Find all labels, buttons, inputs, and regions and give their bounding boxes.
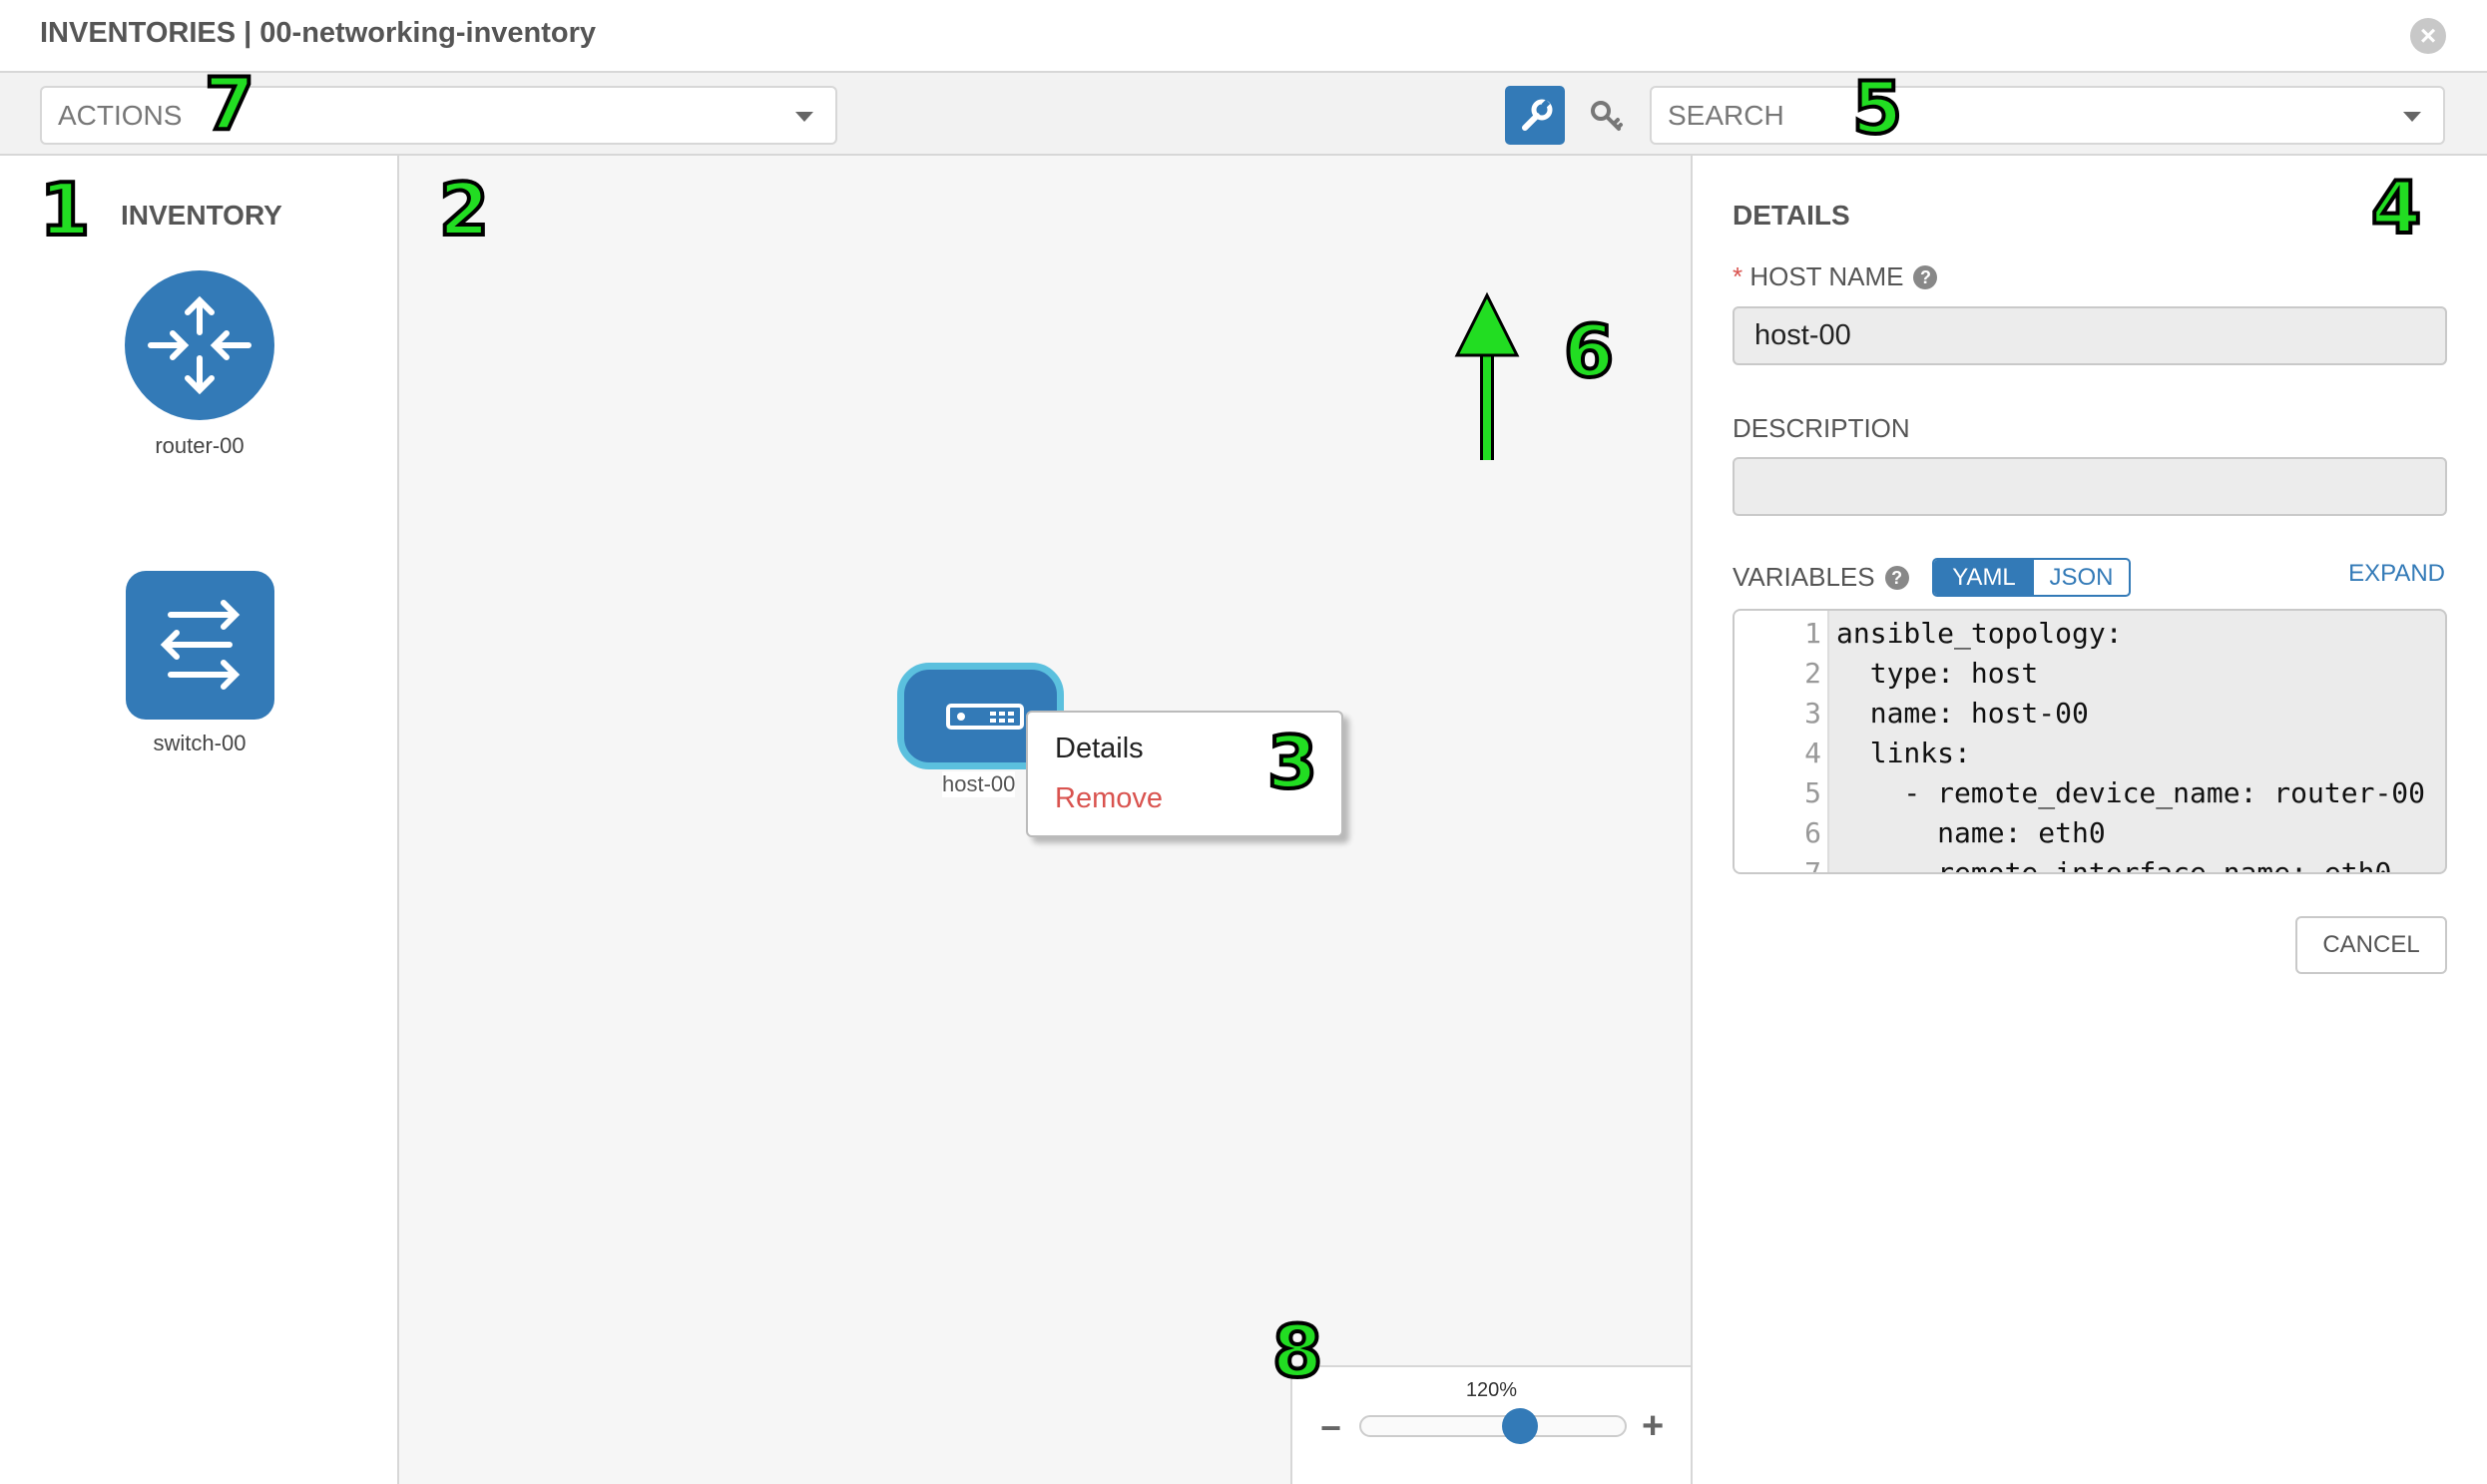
inventory-toolbox: INVENTORY router-00 switch-00 (0, 156, 399, 1484)
format-toggle: YAML JSON (1932, 558, 2131, 597)
line-number: 3 (1804, 697, 1821, 730)
variables-label-text: VARIABLES (1733, 562, 1875, 592)
line-number: 2 (1804, 657, 1821, 690)
host-name-label-text: HOST NAME (1749, 261, 1904, 291)
help-icon[interactable]: ? (1884, 566, 1909, 590)
annotation-3: 3 (1265, 719, 1319, 806)
line-number: 7 (1804, 856, 1821, 874)
code-line: name: host-00 (1836, 697, 2089, 730)
code-line: type: host (1836, 657, 2039, 690)
description-input[interactable] (1733, 457, 2447, 516)
router-label: router-00 (155, 433, 245, 458)
close-icon[interactable]: × (2410, 18, 2446, 54)
chevron-down-icon (2403, 112, 2421, 122)
toolbar: ACTIONS SEARCH (0, 73, 2487, 156)
router-icon (148, 295, 251, 395)
wrench-icon (1522, 99, 1553, 131)
annotation-2: 2 (437, 166, 491, 253)
menu-item-details[interactable]: Details (1055, 733, 1144, 764)
expand-link[interactable]: EXPAND (2348, 560, 2445, 587)
search-placeholder: SEARCH (1668, 100, 1784, 131)
chevron-down-icon (795, 112, 813, 122)
description-label: DESCRIPTION (1733, 413, 1910, 443)
switch-icon (160, 600, 241, 690)
key-icon (1591, 101, 1623, 131)
switch-item[interactable] (126, 571, 274, 720)
annotation-8: 8 (1270, 1307, 1324, 1395)
zoom-slider[interactable] (1359, 1415, 1627, 1437)
json-toggle[interactable]: JSON (2049, 564, 2114, 591)
details-heading: DETAILS (1733, 200, 1850, 231)
search-dropdown[interactable]: SEARCH (1650, 86, 2445, 145)
host-icon (946, 704, 1024, 730)
zoom-control: 120% − + (1290, 1365, 1691, 1484)
code-line: ansible_topology: (1836, 617, 2123, 650)
zoom-slider-thumb[interactable] (1502, 1408, 1538, 1444)
line-number: 4 (1804, 737, 1821, 769)
header: INVENTORIES | 00-networking-inventory × (0, 0, 2487, 73)
variables-label: VARIABLES? (1733, 562, 1909, 593)
code-line: remote_interface_name: eth0 (1836, 856, 2392, 874)
annotation-6: 6 (1562, 307, 1616, 395)
inventory-heading: INVENTORY (121, 200, 282, 231)
annotation-5: 5 (1850, 64, 1904, 152)
help-icon[interactable]: ? (1913, 265, 1938, 289)
annotation-7: 7 (203, 60, 256, 148)
switch-label: switch-00 (153, 731, 247, 755)
yaml-toggle[interactable]: YAML (1934, 560, 2034, 595)
zoom-in-icon[interactable]: + (1642, 1405, 1665, 1447)
page-title: INVENTORIES | 00-networking-inventory (40, 17, 597, 49)
code-line: name: eth0 (1836, 816, 2106, 849)
line-number: 5 (1804, 776, 1821, 809)
host-node-label: host-00 (942, 771, 1016, 797)
key-button[interactable] (1587, 97, 1627, 137)
menu-item-remove[interactable]: Remove (1055, 782, 1163, 814)
zoom-out-icon[interactable]: − (1320, 1407, 1342, 1448)
code-line: - remote_device_name: router-00 (1836, 776, 2426, 809)
annotation-6-arrow (1447, 285, 1527, 470)
router-item[interactable] (125, 270, 274, 420)
actions-label: ACTIONS (58, 100, 183, 131)
code-line: links: (1836, 737, 1971, 769)
annotation-1: 1 (38, 166, 92, 253)
line-number: 6 (1804, 816, 1821, 849)
zoom-level: 120% (1465, 1379, 1518, 1401)
line-gutter: 1 2 3 4 5 6 7 (1735, 611, 1829, 872)
cancel-button[interactable]: CANCEL (2295, 916, 2447, 974)
context-menu: Details Remove (1026, 711, 1343, 837)
wrench-button[interactable] (1505, 86, 1565, 145)
variables-editor[interactable]: 1 2 3 4 5 6 7 ansible_topology: type: ho… (1733, 609, 2447, 874)
line-number: 1 (1804, 617, 1821, 650)
host-name-input[interactable]: host-00 (1733, 306, 2447, 365)
host-name-label: * HOST NAME? (1733, 261, 1938, 292)
details-panel: DETAILS * HOST NAME? host-00 DESCRIPTION… (1691, 156, 2487, 1484)
actions-dropdown[interactable]: ACTIONS (40, 86, 837, 145)
annotation-4: 4 (2369, 164, 2423, 251)
